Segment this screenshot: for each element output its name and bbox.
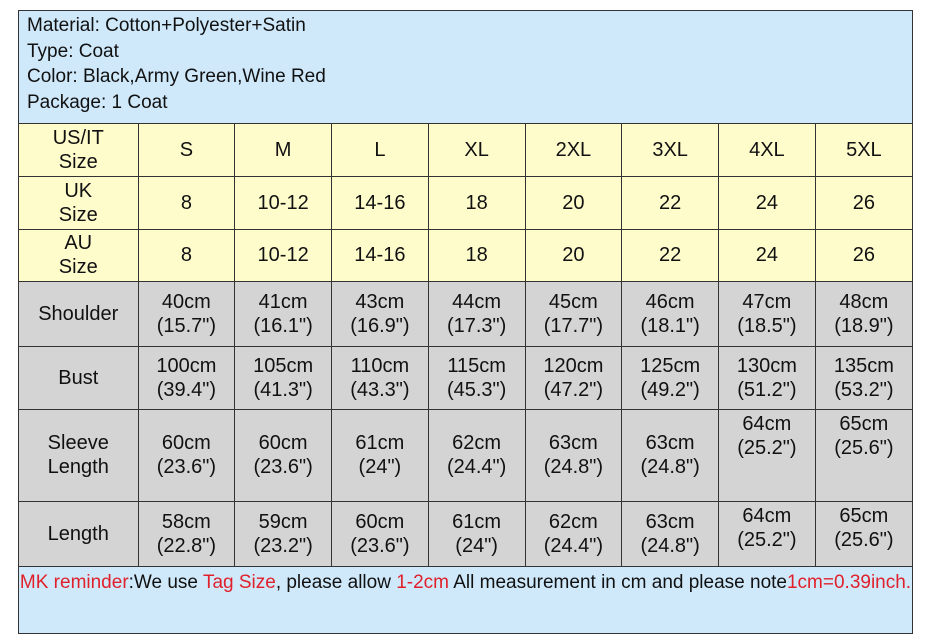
- table-cell: 14-16: [331, 175, 429, 230]
- table-cell: 115cm (45.3"): [427, 345, 526, 410]
- table-cell: 105cm (41.3"): [234, 345, 332, 410]
- tag-size: Tag Size: [202, 571, 276, 593]
- table-cell: 63cm (24.8"): [524, 408, 623, 502]
- table-cell: 10-12: [234, 228, 332, 282]
- row-label: AU Size: [19, 228, 139, 282]
- table-cell: 2XL: [524, 124, 623, 177]
- table-cell: 18: [427, 175, 526, 230]
- table-cell: 40cm (15.7"): [137, 280, 236, 347]
- conversion: 1cm=0.39inch.: [786, 571, 912, 593]
- table-cell: 100cm (39.4"): [137, 345, 236, 410]
- table-cell: 61cm (24"): [427, 500, 526, 567]
- table-cell: 3XL: [621, 124, 719, 177]
- table-cell: 47cm (18.5"): [718, 280, 816, 347]
- type: Type: Coat: [27, 40, 119, 62]
- table-row: AU Size 8 10-12 14-16 18 20 22 24 26: [19, 228, 912, 282]
- material: Material: Cotton+Polyester+Satin: [27, 15, 306, 36]
- table-cell: 24: [718, 228, 816, 282]
- tolerance: 1-2cm: [396, 571, 450, 593]
- table-cell: 4XL: [718, 124, 816, 177]
- row-label: Length: [19, 500, 139, 567]
- table-row: Bust 100cm (39.4") 105cm (41.3") 110cm (43.3")…: [19, 345, 912, 410]
- table-cell: 22: [621, 175, 719, 230]
- table-cell: 62cm (24.4"): [427, 408, 526, 502]
- table-cell: 59cm (23.2"): [234, 500, 332, 567]
- table-cell: S: [137, 124, 236, 177]
- table-cell: 65cm (25.6"): [814, 408, 912, 502]
- table-row: Shoulder 40cm (15.7") 41cm (16.1") 43cm (16.9"…: [19, 280, 912, 347]
- row-label: Bust: [19, 345, 139, 410]
- table-cell: 45cm (17.7"): [524, 280, 623, 347]
- table-cell: 5XL: [814, 124, 912, 177]
- table-cell: 64cm (25.2"): [718, 500, 816, 567]
- table-cell: 46cm (18.1"): [621, 280, 719, 347]
- table-cell: 61cm (24"): [331, 408, 429, 502]
- table-cell: 135cm (53.2"): [814, 345, 912, 410]
- table-cell: 8: [137, 228, 236, 282]
- table-cell: 8: [137, 175, 236, 230]
- table-cell: 62cm (24.4"): [524, 500, 623, 567]
- table-cell: 18: [427, 228, 526, 282]
- table-cell: 26: [814, 228, 912, 282]
- table-cell: M: [234, 124, 332, 177]
- reminder-label: MK reminder: [19, 571, 129, 593]
- table-cell: 20: [524, 175, 623, 230]
- table-cell: 60cm (23.6"): [331, 500, 429, 567]
- table-cell: 60cm (23.6"): [234, 408, 332, 502]
- table-cell: 63cm (24.8"): [621, 408, 719, 502]
- table-cell: 14-16: [331, 228, 429, 282]
- size-chart: Material: Cotton+Polyester+Satin Type: C…: [18, 10, 913, 634]
- product-info: Material: Cotton+Polyester+Satin Type: C…: [19, 11, 912, 124]
- table-cell: 10-12: [234, 175, 332, 230]
- table-cell: 22: [621, 228, 719, 282]
- table-cell: XL: [427, 124, 526, 177]
- table-row: Length 58cm (22.8") 59cm (23.2") 60cm (23.6") 6…: [19, 500, 912, 567]
- size-table: US/IT Size S M L XL 2XL 3XL 4XL 5XL UK Size 8 10-12 14…: [19, 124, 912, 567]
- table-cell: 58cm (22.8"): [137, 500, 236, 567]
- table-cell: 63cm (24.8"): [621, 500, 719, 567]
- reminder-text: , please allow: [275, 571, 397, 593]
- table-cell: 110cm (43.3"): [331, 345, 429, 410]
- table-cell: 60cm (23.6"): [137, 408, 236, 502]
- table-cell: 125cm (49.2"): [621, 345, 719, 410]
- table-cell: 130cm (51.2"): [718, 345, 816, 410]
- row-label: UK Size: [19, 175, 139, 230]
- table-cell: 24: [718, 175, 816, 230]
- table-cell: 64cm (25.2"): [718, 408, 816, 502]
- table-row: Sleeve Length 60cm (23.6") 60cm (23.6") 61cm (2…: [19, 408, 912, 502]
- table-row: UK Size 8 10-12 14-16 18 20 22 24 26: [19, 175, 912, 230]
- table-cell: 41cm (16.1"): [234, 280, 332, 347]
- table-cell: 65cm (25.6"): [814, 500, 912, 567]
- table-cell: 20: [524, 228, 623, 282]
- table-cell: 44cm (17.3"): [427, 280, 526, 347]
- reminder-text: All measurement in cm and please note: [449, 571, 787, 593]
- table-cell: 43cm (16.9"): [331, 280, 429, 347]
- reminder-note: MK reminder:We use Tag Size, please allo…: [19, 566, 912, 633]
- table-cell: L: [331, 124, 429, 177]
- table-cell: 120cm (47.2"): [524, 345, 623, 410]
- table-row: US/IT Size S M L XL 2XL 3XL 4XL 5XL: [19, 124, 912, 177]
- table-cell: 48cm (18.9"): [814, 280, 912, 347]
- color: Color: Black,Army Green,Wine Red: [27, 66, 326, 87]
- row-label: US/IT Size: [19, 124, 139, 177]
- row-label: Shoulder: [19, 280, 139, 347]
- package: Package: 1 Coat: [27, 91, 168, 113]
- table-cell: 26: [814, 175, 912, 230]
- row-label: Sleeve Length: [19, 408, 139, 502]
- reminder-text: :We use: [128, 571, 203, 593]
